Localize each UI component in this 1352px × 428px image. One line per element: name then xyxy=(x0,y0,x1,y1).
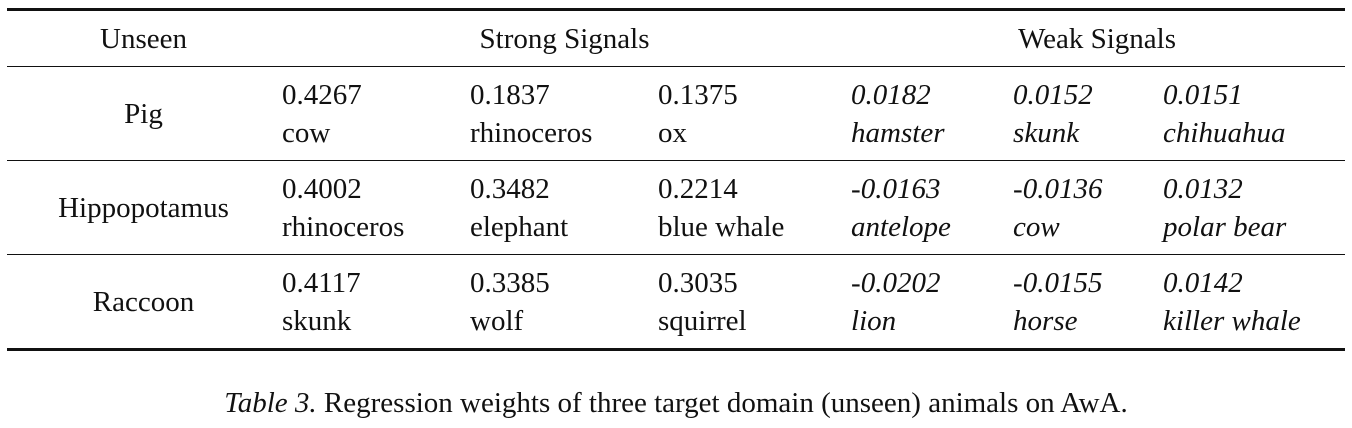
signal-weight: 0.3035 xyxy=(658,266,738,299)
signal-animal: cow xyxy=(282,116,331,149)
strong-signal-cell: 0.4117 skunk xyxy=(280,255,468,350)
weak-signal-cell: 0.0182 hamster xyxy=(849,67,1011,161)
weak-signal-cell: -0.0136 cow xyxy=(1011,161,1161,255)
strong-signal-cell: 0.2214 blue whale xyxy=(656,161,849,255)
header-weak-signals: Weak Signals xyxy=(1018,22,1177,55)
signal-weight: -0.0136 xyxy=(1013,172,1103,205)
signal-animal: skunk xyxy=(282,304,352,337)
table-row: Hippopotamus 0.4002 rhinoceros 0.3482 el… xyxy=(7,161,1346,255)
header-strong-signals: Strong Signals xyxy=(479,22,650,55)
strong-signal-cell: 0.3482 elephant xyxy=(468,161,656,255)
signal-animal: antelope xyxy=(851,210,951,243)
signal-weight: -0.0155 xyxy=(1013,266,1103,299)
caption-label: Table 3. xyxy=(224,387,317,419)
signal-weight: 0.0142 xyxy=(1163,266,1243,299)
signal-animal: cow xyxy=(1013,210,1060,243)
strong-signal-cell: 0.4002 rhinoceros xyxy=(280,161,468,255)
header-unseen: Unseen xyxy=(100,22,187,55)
strong-signal-cell: 0.3385 wolf xyxy=(468,255,656,350)
regression-weights-table: Unseen Strong Signals Weak Signals Pig 0… xyxy=(7,8,1346,351)
signal-animal: chihuahua xyxy=(1163,116,1286,149)
weak-signal-cell: 0.0142 killer whale xyxy=(1161,255,1345,350)
signal-animal: hamster xyxy=(851,116,945,149)
weak-signal-cell: -0.0155 horse xyxy=(1011,255,1161,350)
row-name-cell: Hippopotamus xyxy=(58,191,229,224)
signal-weight: -0.0202 xyxy=(851,266,941,299)
table-row: Raccoon 0.4117 skunk 0.3385 wolf 0.3035 … xyxy=(7,255,1346,350)
strong-signal-cell: 0.1837 rhinoceros xyxy=(468,67,656,161)
row-name-cell: Raccoon xyxy=(92,285,195,318)
signal-animal: blue whale xyxy=(658,210,785,243)
signal-weight: -0.0163 xyxy=(851,172,941,205)
signal-animal: horse xyxy=(1013,304,1078,337)
table-row: Pig 0.4267 cow 0.1837 rhinoceros 0.1375 … xyxy=(7,67,1346,161)
signal-weight: 0.0152 xyxy=(1013,78,1093,111)
signal-weight: 0.0151 xyxy=(1163,78,1243,111)
signal-weight: 0.4002 xyxy=(282,172,362,205)
strong-signal-cell: 0.3035 squirrel xyxy=(656,255,849,350)
weak-signal-cell: 0.0152 skunk xyxy=(1011,67,1161,161)
signal-weight: 0.0182 xyxy=(851,78,931,111)
signal-animal: ox xyxy=(658,116,687,149)
strong-signal-cell: 0.1375 ox xyxy=(656,67,849,161)
signal-weight: 0.4267 xyxy=(282,78,362,111)
signal-weight: 0.0132 xyxy=(1163,172,1243,205)
table-caption: Table 3. Regression weights of three tar… xyxy=(0,383,1352,423)
signal-animal: polar bear xyxy=(1163,210,1287,243)
signal-weight: 0.3482 xyxy=(470,172,550,205)
signal-animal: lion xyxy=(851,304,897,337)
signal-animal: squirrel xyxy=(658,304,747,337)
signal-weight: 0.3385 xyxy=(470,266,550,299)
weak-signal-cell: -0.0202 lion xyxy=(849,255,1011,350)
signal-weight: 0.2214 xyxy=(658,172,738,205)
signal-weight: 0.1375 xyxy=(658,78,738,111)
caption-text: Regression weights of three target domai… xyxy=(323,387,1128,419)
strong-signal-cell: 0.4267 cow xyxy=(280,67,468,161)
signal-animal: rhinoceros xyxy=(282,210,405,243)
signal-animal: killer whale xyxy=(1163,304,1301,337)
signal-animal: elephant xyxy=(470,210,569,243)
weak-signal-cell: -0.0163 antelope xyxy=(849,161,1011,255)
signal-animal: rhinoceros xyxy=(470,116,593,149)
weak-signal-cell: 0.0132 polar bear xyxy=(1161,161,1345,255)
row-name-cell: Pig xyxy=(124,97,163,130)
weak-signal-cell: 0.0151 chihuahua xyxy=(1161,67,1345,161)
signal-animal: wolf xyxy=(470,304,524,337)
signal-animal: skunk xyxy=(1013,116,1080,149)
header-row: Unseen Strong Signals Weak Signals xyxy=(7,9,1346,67)
signal-weight: 0.4117 xyxy=(282,266,361,299)
signal-weight: 0.1837 xyxy=(470,78,550,111)
